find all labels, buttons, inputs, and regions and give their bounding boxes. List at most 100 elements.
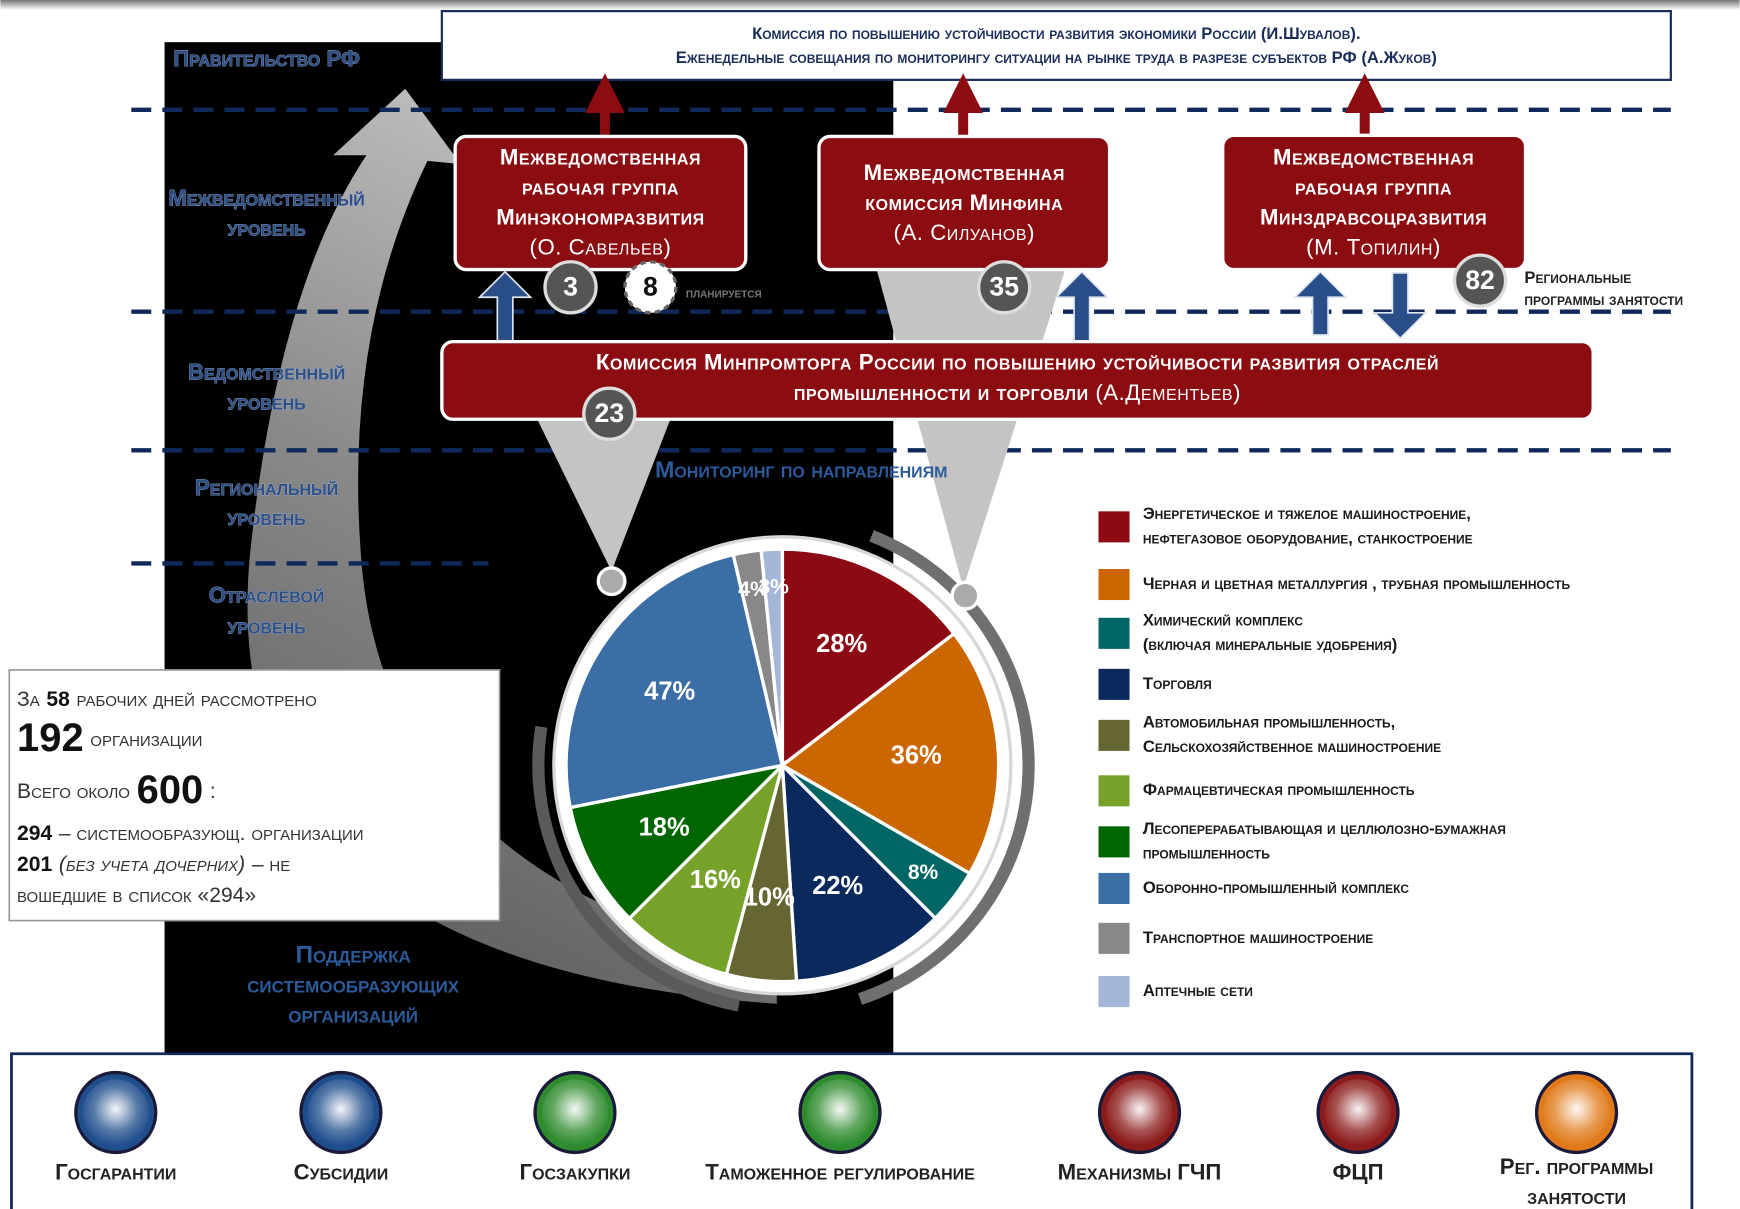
level-label: Межведомственный — [168, 186, 364, 211]
legend-swatch — [1098, 873, 1129, 904]
stats-text: 201 — [17, 853, 52, 876]
group-title: рабочая группа — [1295, 174, 1452, 199]
slice-label: 16% — [690, 866, 741, 894]
tool-shine — [82, 1079, 149, 1146]
arrow — [1056, 272, 1107, 342]
tool-label: Механизмы ГЧП — [1058, 1159, 1222, 1184]
ministry-person: (А.Дементьев) — [1095, 380, 1241, 405]
legend-swatch — [1098, 775, 1129, 806]
legend-swatch — [1098, 569, 1129, 600]
arrow — [1375, 273, 1426, 338]
ministry-title: Комиссия Минпромторга России по повышени… — [596, 350, 1439, 375]
legend-label: промышленность — [1143, 843, 1270, 862]
group-person: (О. Савельев) — [530, 234, 672, 259]
slice-label: 28% — [816, 630, 867, 658]
legend-label: Фармацевтическая промышленность — [1143, 780, 1415, 799]
legend-swatch — [1098, 720, 1129, 751]
stats-text: За — [17, 687, 40, 710]
stats-line: За 58 рабочих дней рассмотрено — [17, 687, 317, 710]
stats-line: вошедшие в список «294» — [17, 884, 256, 907]
legend-label: Энергетическое и тяжелое машиностроение, — [1143, 504, 1471, 523]
tool-shine — [807, 1079, 874, 1146]
tool-label: Субсидии — [294, 1159, 389, 1184]
header-line: Еженедельные совещания по мониторингу си… — [676, 48, 1437, 67]
legend-swatch — [1098, 923, 1129, 954]
stats-line: 294 – системообразующ. организации — [17, 822, 363, 845]
legend-label: Черная и цветная металлургия , трубная п… — [1143, 574, 1571, 593]
slice-label: 3% — [758, 576, 789, 599]
slice-label: 36% — [891, 741, 942, 769]
tool-label: занятости — [1527, 1184, 1626, 1209]
tool-shine — [1325, 1079, 1392, 1146]
group-title: Межведомственная — [864, 160, 1065, 185]
group-title: Межведомственная — [1273, 144, 1474, 169]
stats-text: 600 — [137, 767, 204, 811]
stats-text: рабочих дней рассмотрено — [77, 687, 317, 710]
badge-number: 82 — [1465, 265, 1495, 295]
support-title: организаций — [288, 1001, 418, 1028]
support-title: системообразующих — [247, 972, 460, 999]
legend-label: Химический комплекс — [1143, 611, 1303, 630]
slice-label: 10% — [744, 884, 795, 912]
stats-text: 294 — [17, 822, 52, 845]
stats-text: Всего около — [17, 780, 130, 803]
slice-label: 8% — [908, 861, 939, 884]
legend-label: Оборонно-промышленный комплекс — [1143, 878, 1409, 897]
ring-knob — [598, 568, 625, 595]
tool-label: Рег. программы — [1500, 1154, 1653, 1179]
tool-label: Таможенное регулирование — [705, 1159, 975, 1184]
planned-note: планируется — [686, 286, 762, 302]
stats-text: – не — [252, 853, 290, 876]
legend-label: Сельскохозяйственное машиностроение — [1143, 737, 1441, 756]
group-person: (М. Топилин) — [1306, 234, 1441, 259]
stats-text: 192 — [17, 715, 84, 759]
ministry-title: промышленности и торговли — [794, 380, 1089, 405]
badge-number: 35 — [989, 271, 1019, 301]
badge-number: 3 — [563, 271, 578, 301]
legend-label: Торговля — [1143, 674, 1212, 693]
legend-label: нефтегазовое оборудование, станкостроени… — [1143, 528, 1473, 547]
tool-shine — [308, 1079, 375, 1146]
legend-swatch — [1098, 669, 1129, 700]
level-label: Отраслевой — [209, 583, 325, 608]
stats-text: : — [210, 780, 216, 803]
monitoring-title: Мониторинг по направлениям — [655, 457, 948, 483]
stats-text: (без учета дочерних) — [59, 853, 245, 876]
stats-text: 58 — [46, 687, 70, 710]
regional-note: программы занятости — [1524, 290, 1683, 309]
group-title: Минздравсоцразвития — [1260, 204, 1487, 229]
slice-label: 47% — [644, 677, 695, 705]
funnel — [877, 270, 1066, 588]
stats-text: – системообразующ. организации — [59, 822, 364, 845]
slice-label: 18% — [639, 813, 690, 841]
group-title: Межведомственная — [500, 144, 701, 169]
legend-label: (включая минеральные удобрения) — [1143, 635, 1397, 654]
group-title: Минэкономразвития — [496, 204, 705, 229]
tool-label: Госгарантии — [55, 1159, 176, 1184]
slice-label: 22% — [812, 872, 863, 900]
legend-label: Аптечные сети — [1143, 981, 1253, 1000]
level-label: уровень — [228, 390, 306, 415]
header-line: Комиссия по повышению устойчивости разви… — [752, 24, 1360, 43]
header-box — [442, 11, 1671, 80]
tool-label: ФЦП — [1333, 1159, 1384, 1184]
support-title: Поддержка — [296, 942, 411, 969]
badge-number: 23 — [595, 398, 625, 428]
legend-swatch — [1098, 976, 1129, 1007]
stats-text: вошедшие в список «294» — [17, 884, 256, 907]
tool-shine — [542, 1079, 609, 1146]
legend-label: Лесоперерабатывающая и целлюлозно-бумажн… — [1143, 819, 1506, 838]
top-bar — [0, 0, 1739, 10]
group-person: (А. Силуанов) — [894, 220, 1036, 245]
slide: Комиссия по повышению устойчивости разви… — [0, 0, 1740, 1209]
level-label: Правительство РФ — [173, 46, 360, 71]
legend-swatch — [1098, 826, 1129, 857]
legend-label: Транспортное машиностроение — [1143, 928, 1373, 947]
tool-shine — [1106, 1079, 1173, 1146]
ring-knob — [952, 582, 979, 609]
ministry-line: промышленности и торговли(А.Дементьев) — [794, 380, 1241, 405]
level-label: уровень — [228, 215, 306, 240]
level-label: уровень — [228, 614, 306, 639]
legend-label: Автомобильная промышленность, — [1143, 713, 1395, 732]
regional-note: Региональные — [1524, 268, 1631, 287]
